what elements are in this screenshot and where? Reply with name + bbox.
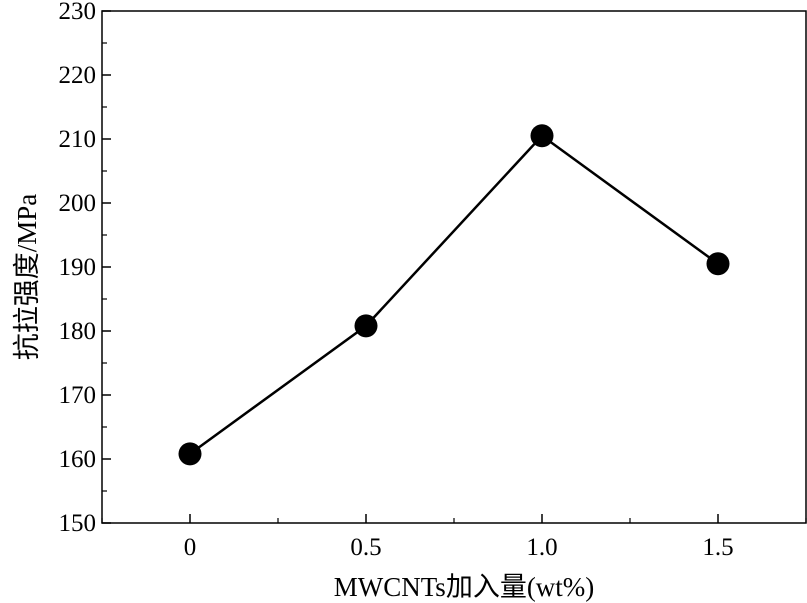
y-tick-label: 180 xyxy=(59,318,97,345)
data-point xyxy=(706,252,730,276)
x-tick-label: 1.0 xyxy=(526,534,557,561)
axes xyxy=(101,10,807,524)
x-tick-label: 0 xyxy=(184,534,197,561)
y-axis-title: 抗拉强度/MPa xyxy=(12,194,42,361)
data-point xyxy=(354,314,378,338)
y-tick-label: 200 xyxy=(59,190,97,217)
y-tick-label: 220 xyxy=(59,62,97,89)
plot-frame xyxy=(101,10,807,524)
y-tick-label: 150 xyxy=(59,510,97,537)
x-axis-title: MWCNTs加入量(wt%) xyxy=(334,572,595,602)
y-tick-label: 210 xyxy=(59,126,97,153)
series-line xyxy=(189,134,719,455)
tick-labels: 150 160 170 180 190 200 210 220 230 0 0.5 1.0 1.5 xyxy=(59,0,734,561)
x-tick-label: 1.5 xyxy=(702,534,733,561)
y-tick-label: 160 xyxy=(59,446,97,473)
series xyxy=(178,124,730,466)
data-point xyxy=(178,442,202,466)
data-point xyxy=(530,124,554,148)
x-tick-label: 0.5 xyxy=(350,534,381,561)
ticks xyxy=(101,10,807,524)
y-tick-label: 170 xyxy=(59,382,97,409)
y-tick-label: 190 xyxy=(59,254,97,281)
y-tick-label: 230 xyxy=(59,0,97,25)
